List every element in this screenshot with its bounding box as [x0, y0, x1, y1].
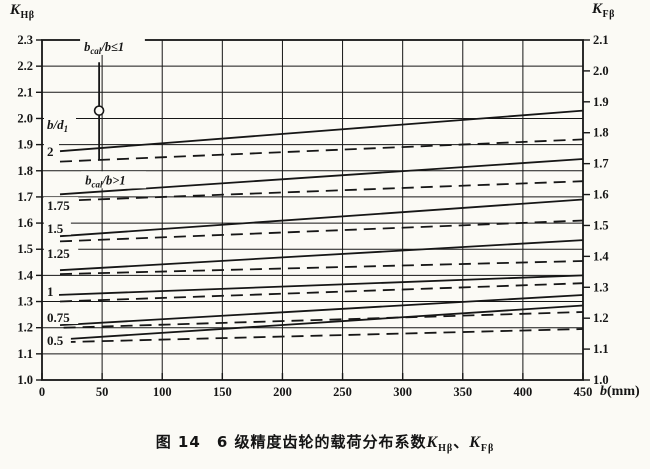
x-axis-tick-label: 100: [153, 385, 172, 399]
left-axis-tick-label: 2.2: [17, 59, 33, 73]
right-axis-tick-label: 1.4: [593, 249, 609, 263]
caption-separator: 、: [453, 433, 470, 451]
caption-kfb-symbol: KFβ: [469, 434, 495, 455]
annotation-bcal-gt-1: bcal/b>1: [85, 173, 125, 189]
left-axis-tick-label: 1.5: [17, 242, 33, 256]
plot-frame: [41, 39, 584, 381]
curve-dashed: [59, 180, 584, 202]
right-axis-tick-label: 1.3: [593, 280, 609, 294]
left-axis-tick-label: 1.4: [17, 268, 33, 282]
left-axis-tick-label: 1.0: [17, 373, 33, 387]
left-axis-tick-label: 2.1: [17, 85, 33, 99]
curve-solid: [59, 304, 584, 341]
curve-label-mask: [44, 116, 76, 132]
figure-caption: 图 14 6 级精度齿轮的载荷分布系数KHβ、KFβ: [0, 431, 650, 454]
left-axis-tick-label: 1.8: [17, 164, 33, 178]
right-axis-tick-label: 1.9: [593, 95, 609, 109]
left-axis-tick-label: 1.9: [17, 138, 33, 152]
annotation-label-mask: [80, 37, 145, 55]
right-axis-tick-label: 1.0: [593, 373, 609, 387]
left-axis-tick-label: 1.7: [17, 190, 33, 204]
curve-dashed: [63, 311, 584, 329]
curve-solid: [56, 274, 584, 296]
right-axis-tick-label: 2.1: [593, 33, 609, 47]
curve-dashed: [59, 260, 584, 275]
left-axis-tick-label: 1.6: [17, 216, 33, 230]
right-axis-tick-label: 1.1: [593, 342, 609, 356]
curve-value-label: 2: [47, 144, 54, 159]
curve-solid: [59, 109, 584, 153]
curve-value-label: 0.5: [47, 333, 64, 348]
curve-label-mask: [44, 309, 79, 325]
curve-label-mask: [44, 244, 79, 260]
x-axis-tick-label: 0: [39, 385, 45, 399]
curve-dashed: [59, 138, 584, 163]
annotation-label-mask: [81, 171, 147, 189]
x-axis-tick-label: 400: [514, 385, 533, 399]
curve-label-mask: [44, 282, 59, 298]
annotation-bcal-le-1: bcal/b≤1: [84, 40, 124, 56]
curve-label-mask: [44, 332, 71, 348]
x-axis-tick-label: 300: [393, 385, 412, 399]
curve-solid: [59, 158, 584, 196]
left-axis-tick-label: 1.3: [17, 295, 33, 309]
x-axis-tick-label: 150: [213, 385, 232, 399]
right-axis-tick-label: 1.2: [593, 311, 609, 325]
curve-dashed: [59, 282, 584, 303]
x-axis-tick-label: 200: [273, 385, 292, 399]
chart-canvas: 2.3 2.2 2.1 2.0 1.9 1.8 1.7 1.6 1.5 1.4 1.3 1.2 1.1 1…: [17, 33, 609, 399]
curve-value-label: 1.75: [47, 198, 70, 213]
curve-value-label: 1.25: [47, 246, 70, 261]
right-axis-tick-label: 1.5: [593, 218, 609, 232]
curve-label-mask: [44, 197, 79, 213]
curve-label-mask: [44, 142, 59, 158]
annotation-marker-circle: [93, 105, 105, 116]
curve-value-label: 1.5: [47, 221, 64, 236]
x-axis-tick-label: 50: [96, 385, 109, 399]
left-axis-title: KHβ: [10, 2, 35, 21]
curve-solid: [59, 198, 584, 238]
left-axis-tick-label: 1.2: [17, 321, 33, 335]
x-axis-tick-label: 350: [453, 385, 472, 399]
curve-label-mask: [44, 219, 71, 235]
x-axis-tick-label: 250: [333, 385, 352, 399]
right-axis-tick-label: 1.7: [593, 157, 609, 171]
curve-family-label: b/d1: [47, 117, 68, 134]
curve-dashed: [59, 219, 584, 243]
right-axis-tick-label: 1.6: [593, 188, 609, 202]
curve-value-label: 1: [47, 284, 54, 299]
caption-khb-symbol: KHβ: [426, 434, 454, 455]
figure-caption-text: 6 级精度齿轮的载荷分布系数: [216, 433, 427, 451]
left-axis-tick-label: 2.0: [17, 111, 33, 125]
figure-number: 图 14: [155, 433, 201, 451]
right-axis-tick-label: 2.0: [593, 64, 609, 78]
x-axis-title: b(mm): [600, 384, 640, 399]
curve-solid: [59, 239, 584, 272]
curve-solid: [59, 294, 584, 326]
curve-dashed: [63, 328, 584, 343]
left-axis-tick-label: 1.1: [17, 347, 33, 361]
curve-value-label: 0.75: [47, 310, 70, 325]
left-axis-tick-label: 2.3: [17, 33, 33, 47]
x-axis-tick-label: 450: [574, 385, 593, 399]
right-axis-tick-label: 1.8: [593, 126, 609, 140]
right-axis-title: KFβ: [592, 1, 615, 20]
